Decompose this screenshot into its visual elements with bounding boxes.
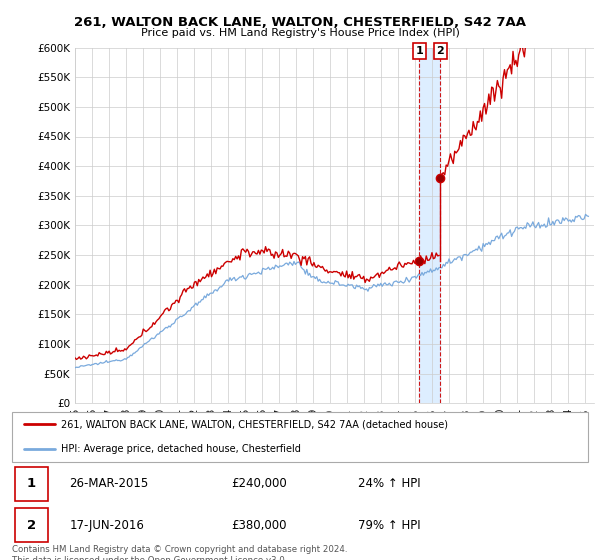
Text: 2: 2 — [27, 519, 36, 532]
Text: Price paid vs. HM Land Registry's House Price Index (HPI): Price paid vs. HM Land Registry's House … — [140, 28, 460, 38]
FancyBboxPatch shape — [15, 508, 48, 542]
Text: £240,000: £240,000 — [231, 477, 287, 491]
Text: Contains HM Land Registry data © Crown copyright and database right 2024.
This d: Contains HM Land Registry data © Crown c… — [12, 545, 347, 560]
Text: HPI: Average price, detached house, Chesterfield: HPI: Average price, detached house, Ches… — [61, 445, 301, 454]
Text: 261, WALTON BACK LANE, WALTON, CHESTERFIELD, S42 7AA (detached house): 261, WALTON BACK LANE, WALTON, CHESTERFI… — [61, 419, 448, 429]
Text: 24% ↑ HPI: 24% ↑ HPI — [358, 477, 420, 491]
Text: 1: 1 — [27, 477, 36, 491]
Text: 79% ↑ HPI: 79% ↑ HPI — [358, 519, 420, 532]
Text: 2: 2 — [436, 46, 444, 56]
FancyBboxPatch shape — [12, 412, 588, 462]
Text: 1: 1 — [415, 46, 423, 56]
Text: 17-JUN-2016: 17-JUN-2016 — [70, 519, 145, 532]
Text: 26-MAR-2015: 26-MAR-2015 — [70, 477, 149, 491]
Text: £380,000: £380,000 — [231, 519, 286, 532]
Text: 261, WALTON BACK LANE, WALTON, CHESTERFIELD, S42 7AA: 261, WALTON BACK LANE, WALTON, CHESTERFI… — [74, 16, 526, 29]
FancyBboxPatch shape — [15, 467, 48, 501]
Bar — [419, 48, 440, 403]
